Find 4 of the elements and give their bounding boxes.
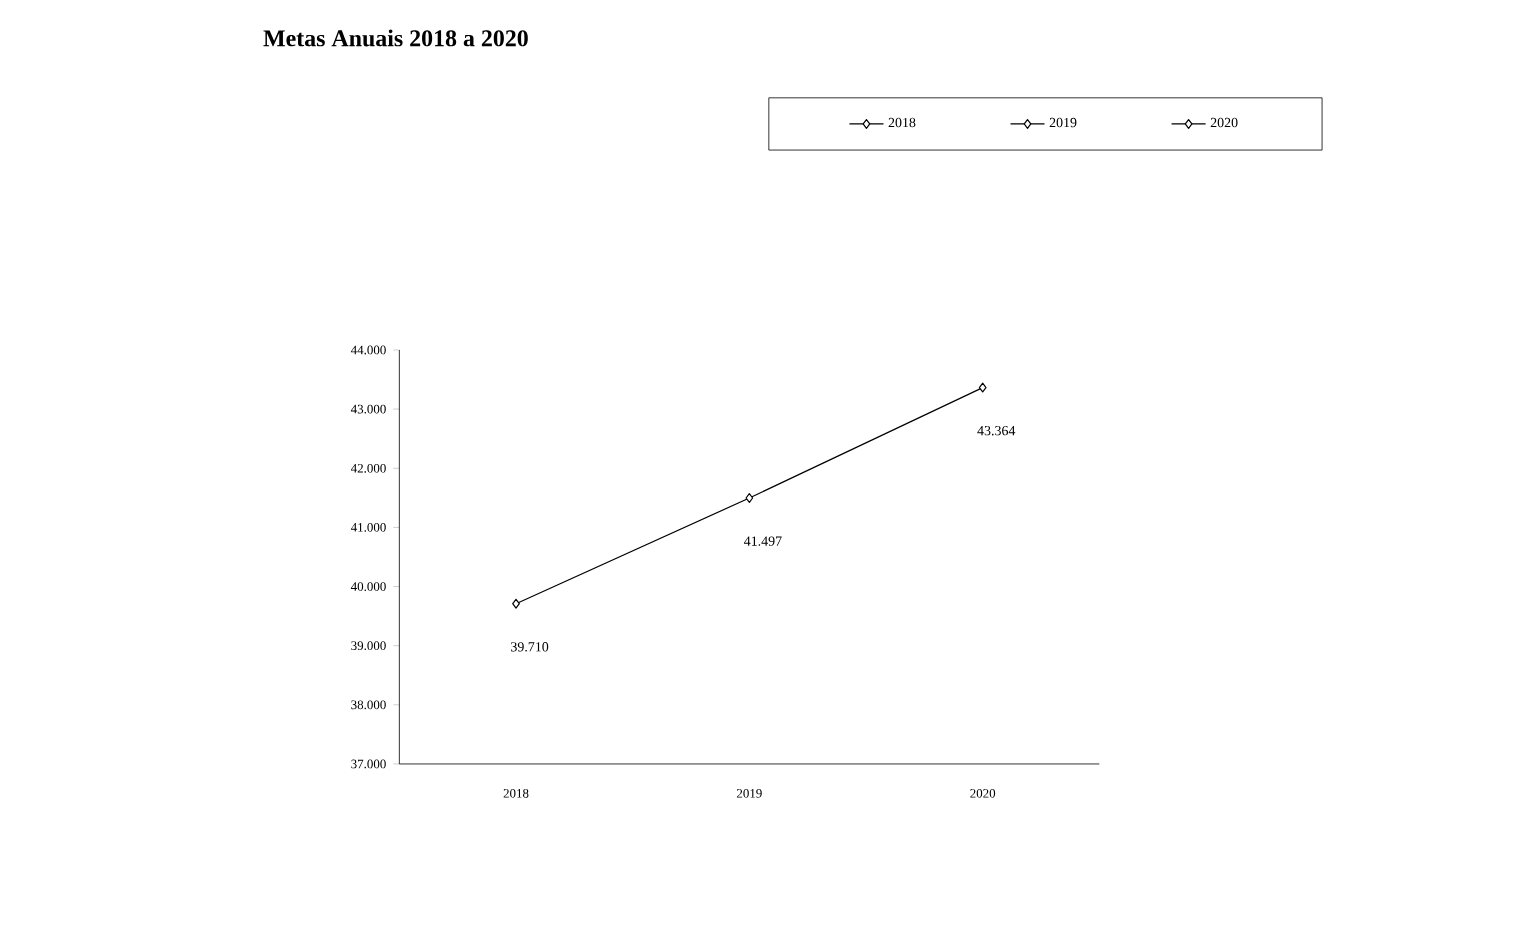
point — [978, 382, 987, 393]
point — [745, 493, 754, 503]
chart-title: Metas Anuais 2018 a 2020 — [263, 29, 528, 47]
point — [512, 598, 520, 609]
